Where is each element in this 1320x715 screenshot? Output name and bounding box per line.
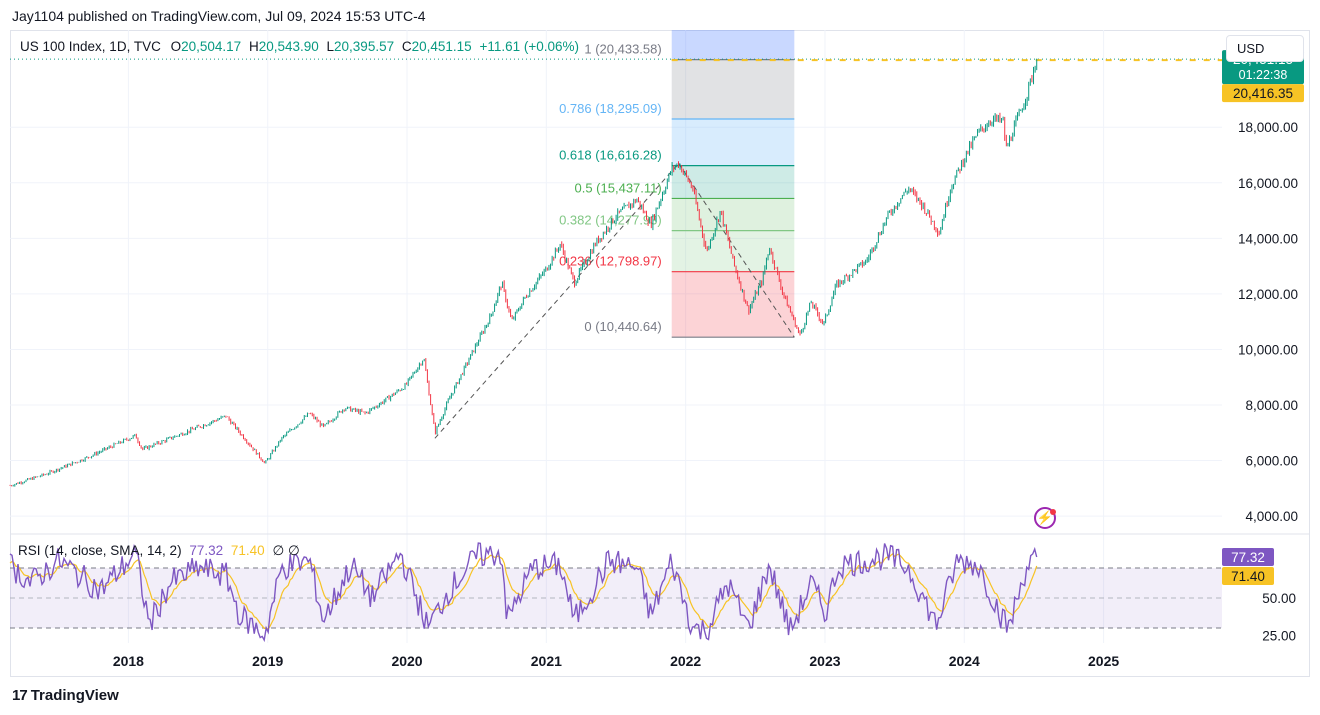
- fib-fill-zone: [671, 271, 795, 338]
- y-tick-label: 14,000.00: [1238, 231, 1298, 246]
- rsi-title[interactable]: RSI (14, close, SMA, 14, 2): [18, 543, 182, 558]
- fib-level-label: 0.618 (16,616.28): [559, 148, 662, 163]
- change-value: +11.61 (+0.06%): [479, 39, 580, 54]
- x-tick-label: 2019: [252, 653, 283, 669]
- fib-fill-zone: [671, 119, 795, 166]
- candle-series: [9, 58, 1038, 487]
- rsi-value: 77.32: [189, 543, 224, 558]
- y-tick-label: 6,000.00: [1245, 454, 1298, 469]
- fib-level-label: 0 (10,440.64): [584, 319, 661, 334]
- fib-fill-zone: [671, 165, 795, 199]
- open-label: O: [170, 39, 182, 54]
- second-price-text: 20,416.35: [1233, 86, 1293, 101]
- tradingview-footer[interactable]: 17 TradingView: [12, 687, 119, 704]
- y-tick-label: 4,000.00: [1245, 509, 1298, 524]
- fib-level-label: 0.382 (14,277.93): [559, 213, 662, 228]
- x-tick-label: 2024: [949, 653, 980, 669]
- rsi-tick-label: 50.00: [1262, 591, 1296, 606]
- fib-level-label: 0.236 (12,798.97): [559, 254, 662, 269]
- currency-button[interactable]: USD: [1226, 35, 1304, 62]
- x-tick-label: 2025: [1088, 653, 1119, 669]
- chart-frame: [10, 30, 1310, 677]
- fib-fill-zone: [671, 59, 795, 120]
- rsi-sma-tag: [1222, 567, 1274, 586]
- close-value: 20,451.15: [411, 39, 472, 54]
- fib-fill-zone: [671, 230, 795, 272]
- y-tick-label: 10,000.00: [1238, 342, 1298, 357]
- x-tick-label: 2018: [113, 653, 144, 669]
- symbol-name[interactable]: US 100 Index, 1D, TVC: [20, 39, 161, 54]
- trend-line: [678, 163, 795, 338]
- open-value: 20,504.17: [181, 39, 242, 54]
- fibonacci-retracement: 1 (20,433.58) 0.786 (18,295.09) 0.618 (16,…: [559, 30, 795, 338]
- lightning-icon[interactable]: ⚡: [1034, 507, 1056, 529]
- high-value: 20,543.90: [258, 39, 319, 54]
- y-tick-label: 12,000.00: [1238, 287, 1298, 302]
- rsi-line: [9, 542, 1038, 643]
- rsi-sma-tag-text: 71.40: [1231, 569, 1265, 584]
- fib-fill-zone: [671, 198, 795, 231]
- trend-lines: [434, 163, 795, 439]
- rsi-tick-label: 25.00: [1262, 629, 1296, 644]
- tradingview-logo-icon: 17: [12, 687, 28, 704]
- symbol-legend[interactable]: US 100 Index, 1D, TVC O20,504.17 H20,543…: [20, 39, 579, 54]
- close-label: C: [401, 39, 412, 54]
- rsi-pane: [9, 542, 1222, 643]
- rsi-legend[interactable]: RSI (14, close, SMA, 14, 2) 77.32 71.40 …: [18, 543, 300, 559]
- rsi-extra: ∅ ∅: [272, 543, 300, 558]
- fib-level-label: 1 (20,433.58): [584, 42, 661, 57]
- axes: 4,000.00 6,000.00 8,000.00 10,000.00 12,000.…: [113, 120, 1298, 669]
- x-tick-label: 2020: [391, 653, 422, 669]
- trend-line: [434, 163, 680, 439]
- fib-level-label: 0.786 (18,295.09): [559, 101, 662, 116]
- grid-layer: [10, 30, 1310, 643]
- rsi-value-tag-text: 77.32: [1231, 550, 1265, 565]
- second-price-tag: [1222, 84, 1304, 103]
- price-lines: [10, 58, 1222, 62]
- y-tick-label: 18,000.00: [1238, 120, 1298, 135]
- x-tick-label: 2021: [531, 653, 562, 669]
- rsi-value-tag: [1222, 548, 1274, 567]
- publisher-credit: Jay1104 published on TradingView.com, Ju…: [12, 8, 426, 24]
- countdown-text: 01:22:38: [1239, 68, 1288, 82]
- rsi-sma-value: 71.40: [230, 543, 265, 558]
- high-label: H: [248, 39, 259, 54]
- notification-dot: [1050, 509, 1056, 515]
- fib-fill-top: [671, 30, 795, 60]
- fib-level-label: 0.5 (15,437.11): [575, 180, 662, 195]
- y-tick-label: 8,000.00: [1245, 398, 1298, 413]
- y-tick-label: 16,000.00: [1238, 176, 1298, 191]
- brand-name: TradingView: [30, 687, 119, 704]
- x-tick-label: 2022: [670, 653, 701, 669]
- low-value: 20,395.57: [334, 39, 395, 54]
- x-tick-label: 2023: [809, 653, 840, 669]
- low-label: L: [326, 39, 335, 54]
